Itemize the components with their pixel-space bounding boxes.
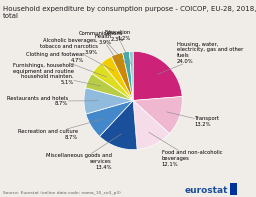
Text: Restaurants and hotels
8.7%: Restaurants and hotels 8.7% [7,96,98,106]
Wedge shape [111,52,133,100]
Text: Furnishings, household
equipment and routine
household mainten.
5.1%: Furnishings, household equipment and rou… [13,63,101,86]
Text: Health
3.9%: Health 3.9% [94,34,121,67]
Wedge shape [133,100,169,150]
Text: Household expenditure by consumption purpose - COICOP, EU-28, 2018, share of
tot: Household expenditure by consumption pur… [3,6,256,19]
Wedge shape [100,100,137,150]
Text: Education
1.2%: Education 1.2% [104,30,132,65]
Text: Housing, water,
electricity, gas and other
fuels
24.0%: Housing, water, electricity, gas and oth… [157,42,243,74]
Text: Miscellaneous goods and
services
13.4%: Miscellaneous goods and services 13.4% [46,134,122,170]
Text: Clothing and footwear
4.7%: Clothing and footwear 4.7% [26,52,106,77]
Wedge shape [86,74,133,100]
Wedge shape [133,97,182,134]
Text: Alcoholic beverages,
tobacco and narcotics
3.9%: Alcoholic beverages, tobacco and narcoti… [39,38,114,71]
Text: Communications
2.3%: Communications 2.3% [79,31,128,65]
Text: Recreation and culture
8.7%: Recreation and culture 8.7% [18,119,103,140]
Wedge shape [130,51,133,100]
Wedge shape [86,100,133,136]
Text: eurostat: eurostat [184,186,228,195]
Text: Source: Eurostat (online data code: nama_10_co3_p3): Source: Eurostat (online data code: nama… [3,191,120,195]
Wedge shape [101,56,133,100]
Wedge shape [84,88,133,114]
Wedge shape [92,63,133,100]
Text: Transport
13.2%: Transport 13.2% [167,112,219,127]
Wedge shape [133,51,182,100]
Text: Food and non-alcoholic
beverages
12.1%: Food and non-alcoholic beverages 12.1% [149,132,222,167]
Wedge shape [123,51,133,100]
